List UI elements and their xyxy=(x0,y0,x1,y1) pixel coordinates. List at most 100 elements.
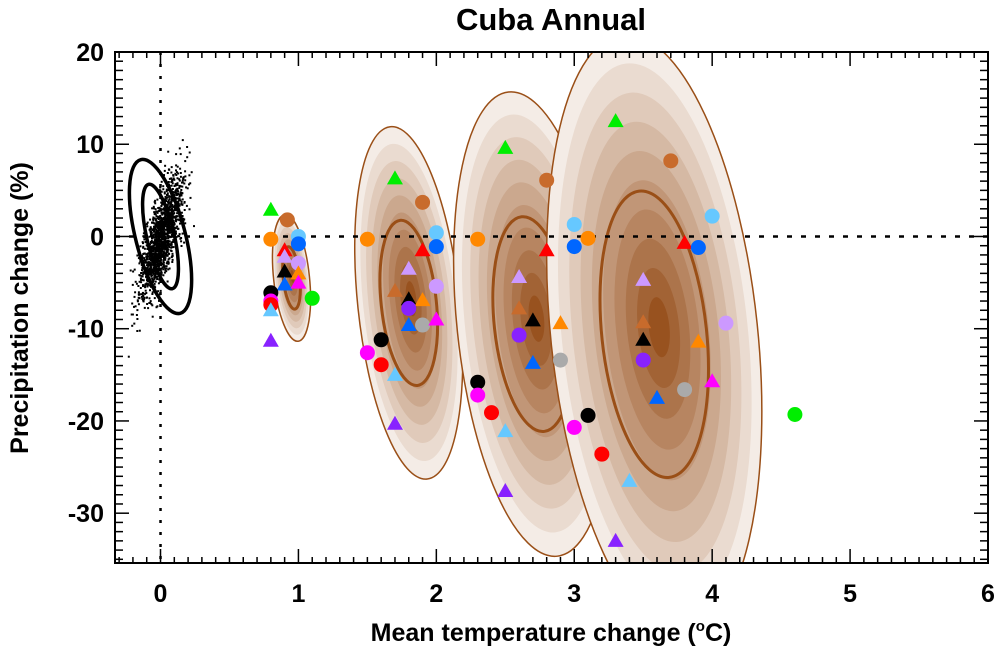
nat-var-point xyxy=(163,265,166,268)
circle-point xyxy=(718,315,734,331)
nat-var-point xyxy=(149,300,152,303)
nat-var-point xyxy=(171,214,174,216)
nat-var-point xyxy=(150,245,153,248)
nat-var-point xyxy=(171,217,174,220)
nat-var-point xyxy=(167,252,170,255)
triangle-point xyxy=(276,276,293,291)
circle-point xyxy=(359,231,375,247)
x-tick-label: 4 xyxy=(705,580,719,608)
nat-var-point xyxy=(160,248,162,251)
nat-var-point xyxy=(156,265,159,267)
triangle-point xyxy=(511,269,528,284)
nat-var-point xyxy=(156,305,159,308)
nat-var-point xyxy=(171,258,174,261)
triangle-point xyxy=(607,113,624,128)
nat-var-point xyxy=(163,169,166,172)
circle-point xyxy=(373,332,389,348)
nat-var-point xyxy=(159,249,162,252)
nat-var-point xyxy=(167,268,170,271)
nat-var-point xyxy=(147,261,149,264)
reference-lines xyxy=(115,52,988,563)
circle-point xyxy=(428,239,444,255)
nat-var-point xyxy=(164,237,167,240)
triangle-point xyxy=(635,314,652,329)
nat-var-point xyxy=(173,204,176,207)
nat-var-point xyxy=(137,296,140,299)
nat-var-point xyxy=(153,225,155,228)
nat-var-point xyxy=(162,188,165,191)
nat-var-point xyxy=(160,211,163,214)
nat-var-point xyxy=(161,242,164,245)
nat-var-point xyxy=(162,220,165,223)
nat-var-point xyxy=(165,223,168,226)
nat-var-point xyxy=(158,237,161,240)
nat-var-point xyxy=(160,180,163,183)
nat-var-point xyxy=(151,247,154,250)
nat-var-point xyxy=(186,156,189,159)
nat-var-point xyxy=(153,217,156,220)
nat-var-point xyxy=(177,200,180,203)
y-tick-label: -20 xyxy=(68,408,104,436)
circle-point xyxy=(635,352,651,368)
nat-var-point xyxy=(167,199,170,202)
nat-var-point xyxy=(160,271,163,274)
nat-var-point xyxy=(143,247,146,250)
nat-var-point xyxy=(155,236,158,239)
nat-var-point xyxy=(174,216,177,219)
nat-var-point xyxy=(157,246,160,249)
nat-var-point xyxy=(184,160,187,163)
nat-var-point xyxy=(157,229,160,231)
nat-var-point xyxy=(184,175,187,178)
triangle-point xyxy=(524,312,541,327)
nat-var-point xyxy=(145,261,148,264)
nat-var-point xyxy=(178,219,181,222)
nat-var-point xyxy=(166,219,169,221)
nat-var-point xyxy=(143,252,146,255)
nat-var-point xyxy=(151,293,154,295)
nat-var-point xyxy=(155,210,158,213)
circle-point xyxy=(552,352,568,368)
nat-var-point xyxy=(158,257,160,260)
triangle-point xyxy=(400,291,417,306)
triangle-point xyxy=(290,274,307,289)
nat-var-point xyxy=(155,219,158,222)
nat-var-point xyxy=(168,231,171,234)
circle-point xyxy=(704,208,720,224)
circle-point xyxy=(539,172,555,188)
nat-var-point xyxy=(161,203,164,206)
triangle-point xyxy=(262,332,279,347)
nat-var-point xyxy=(154,208,157,211)
nat-var-point xyxy=(176,218,179,221)
nat-var-point xyxy=(143,306,146,309)
circle-point xyxy=(428,225,444,241)
nat-var-point xyxy=(183,201,186,204)
nat-var-point xyxy=(139,287,142,289)
nat-var-point xyxy=(168,267,171,270)
nat-var-point xyxy=(143,238,146,241)
triangle-point xyxy=(262,302,279,317)
nat-var-point xyxy=(167,241,170,244)
nat-var-point xyxy=(154,226,157,229)
circle-point xyxy=(677,382,693,398)
nat-var-point xyxy=(164,267,167,270)
nat-var-point xyxy=(170,184,173,187)
nat-var-point xyxy=(149,231,152,234)
nat-var-point xyxy=(146,266,149,269)
nat-var-point xyxy=(166,241,169,244)
nat-var-point xyxy=(156,231,159,234)
nat-var-point xyxy=(181,185,184,188)
nat-var-point xyxy=(178,179,181,182)
nat-var-point xyxy=(145,292,148,294)
nat-var-point xyxy=(168,195,171,198)
triangle-point xyxy=(497,483,514,498)
triangle-point xyxy=(428,311,445,326)
nat-var-point xyxy=(164,222,167,225)
nat-var-point xyxy=(161,237,163,240)
nat-var-point xyxy=(166,227,169,230)
nat-var-point xyxy=(155,228,158,231)
nat-var-point xyxy=(166,196,169,199)
triangle-point xyxy=(607,532,624,547)
nat-var-point xyxy=(170,177,173,180)
nat-var-point xyxy=(142,232,145,235)
clusters-layer xyxy=(271,52,763,563)
